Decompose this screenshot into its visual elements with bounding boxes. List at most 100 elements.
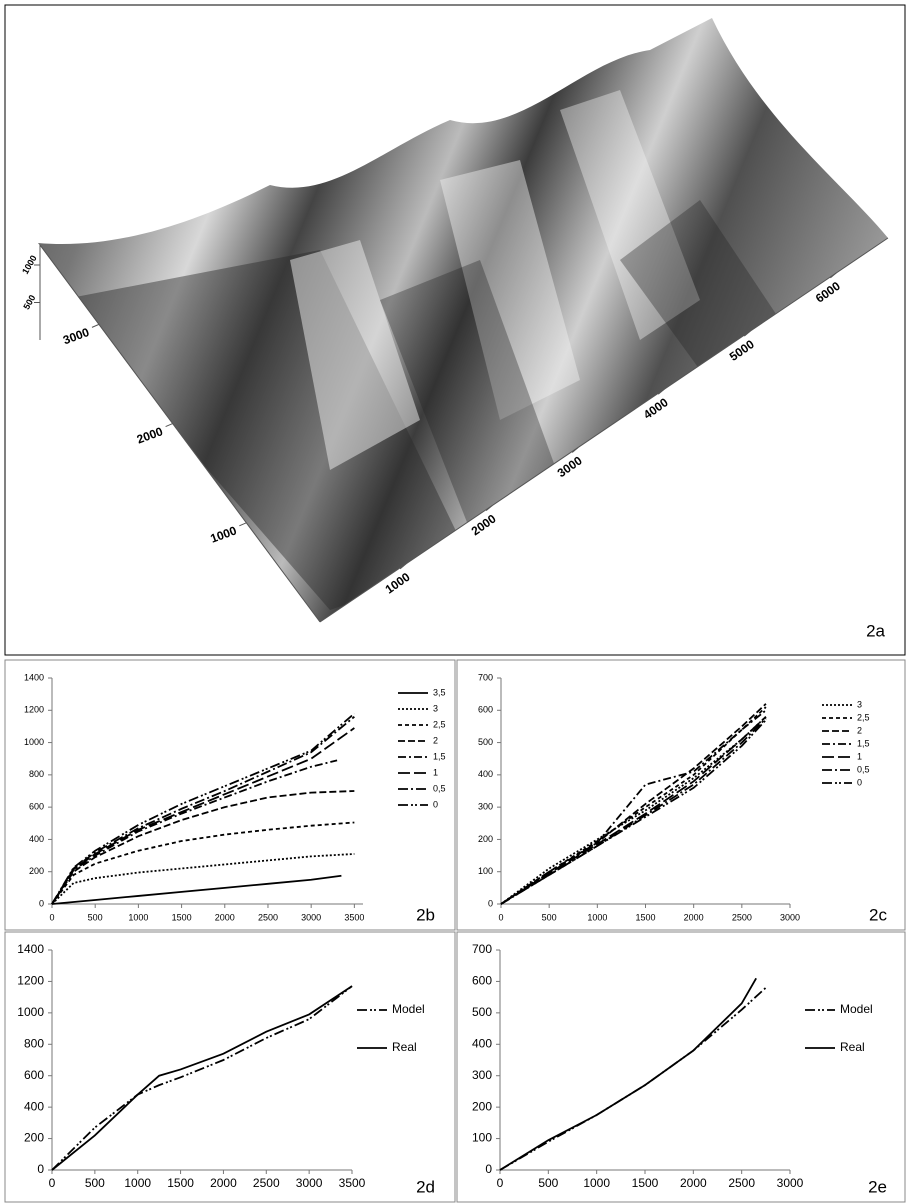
y-tick-label: 1000: [209, 523, 239, 545]
x-tick-label: 3000: [780, 912, 800, 922]
series-line: [52, 986, 352, 1170]
series-line: [52, 854, 354, 904]
y-tick-label: 600: [29, 802, 44, 812]
x-tick-label: 3500: [344, 912, 364, 922]
y-tick-label: 700: [478, 672, 493, 682]
y-tick-label: 1200: [24, 705, 44, 715]
legend-label: 0,5: [433, 783, 446, 793]
legend-label: 1: [433, 767, 438, 777]
series-line: [52, 760, 337, 904]
legend-label: 0: [857, 777, 862, 787]
series-line: [501, 720, 766, 904]
legend-label: 3: [857, 699, 862, 709]
panel-frame: [457, 932, 905, 1202]
panel-label: 2e: [868, 1177, 887, 1196]
legend-label: 1: [857, 751, 862, 761]
x-tick-label: 1500: [635, 912, 655, 922]
x-tick-label: 1000: [583, 1176, 610, 1190]
series-line: [52, 986, 352, 1170]
y-tick-label: 700: [472, 942, 492, 956]
y-tick: [92, 324, 99, 327]
legend-label: Model: [392, 1002, 425, 1016]
y-tick-label: 0: [488, 898, 493, 908]
x-tick-label: 2500: [258, 912, 278, 922]
series-line: [52, 876, 341, 904]
figure: 1000200030004000500060001000200030005001…: [0, 0, 907, 1204]
series-line: [52, 791, 354, 904]
y-tick-label: 300: [478, 802, 493, 812]
legend-label: Real: [392, 1040, 417, 1054]
y-tick-label: 600: [478, 705, 493, 715]
panel-frame: [5, 932, 455, 1202]
y-tick-label: 200: [478, 834, 493, 844]
y-tick-label: 1400: [17, 942, 44, 956]
y-tick-label: 1000: [17, 1005, 44, 1019]
y-tick-label: 1200: [17, 974, 44, 988]
y-tick-label: 400: [478, 769, 493, 779]
x-tick-label: 2000: [210, 1176, 237, 1190]
series-line: [52, 717, 354, 904]
x-tick-label: 500: [85, 1176, 105, 1190]
x-tick-label: 1000: [587, 912, 607, 922]
x-tick-label: 1500: [167, 1176, 194, 1190]
y-tick-label: 300: [472, 1068, 492, 1082]
legend-label: 1,5: [433, 751, 446, 761]
x-tick-label: 2000: [684, 912, 704, 922]
panel-label: 2c: [869, 905, 887, 924]
y-tick-label: 100: [472, 1131, 492, 1145]
surface: [0, 0, 907, 660]
x-tick-label: 3000: [296, 1176, 323, 1190]
x-tick-label: 2500: [253, 1176, 280, 1190]
y-tick: [239, 523, 246, 526]
x-tick-label: 500: [88, 912, 103, 922]
y-tick-label: 400: [29, 834, 44, 844]
legend-label: Model: [840, 1002, 873, 1016]
x-tick-label: 0: [49, 912, 54, 922]
legend-label: 0: [433, 799, 438, 809]
panel-label: 2a: [866, 621, 885, 640]
y-tick-label: 0: [37, 1162, 44, 1176]
y-tick-label: 1400: [24, 672, 44, 682]
x-tick-label: 1000: [128, 912, 148, 922]
y-tick-label: 600: [24, 1068, 44, 1082]
y-tick-label: 600: [472, 974, 492, 988]
legend-label: 2,5: [433, 719, 446, 729]
x-tick-label: 2000: [215, 912, 235, 922]
series-line: [501, 718, 766, 904]
series-line: [52, 714, 354, 904]
x-tick-label: 2000: [680, 1176, 707, 1190]
x-tick-label: 1500: [632, 1176, 659, 1190]
y-tick-label: 0: [39, 898, 44, 908]
x-tick-label: 0: [498, 912, 503, 922]
legend-label: 2: [433, 735, 438, 745]
x-tick-label: 1500: [172, 912, 192, 922]
x-tick-label: 0: [49, 1176, 56, 1190]
y-tick-label: 200: [29, 866, 44, 876]
legend-label: Real: [840, 1040, 865, 1054]
y-tick-label: 800: [29, 769, 44, 779]
y-tick-label: 1000: [24, 737, 44, 747]
legend-label: 3: [433, 703, 438, 713]
x-tick-label: 3000: [777, 1176, 804, 1190]
y-tick-label: 500: [472, 1005, 492, 1019]
z-tick-label: 500: [21, 293, 37, 311]
x-tick-label: 2500: [732, 912, 752, 922]
panel-label: 2d: [416, 1177, 435, 1196]
y-tick-label: 400: [472, 1036, 492, 1050]
x-tick-label: 3500: [339, 1176, 366, 1190]
x-tick-label: 500: [538, 1176, 558, 1190]
y-tick-label: 0: [485, 1162, 492, 1176]
legend-label: 3,5: [433, 687, 446, 697]
legend-label: 2: [857, 725, 862, 735]
y-tick: [166, 424, 173, 427]
y-tick-label: 3000: [61, 325, 91, 347]
x-tick-label: 3000: [301, 912, 321, 922]
y-tick-label: 100: [478, 866, 493, 876]
y-tick-label: 500: [478, 737, 493, 747]
y-tick-label: 200: [472, 1099, 492, 1113]
legend-label: 0,5: [857, 764, 870, 774]
y-tick-label: 800: [24, 1036, 44, 1050]
y-tick-label: 400: [24, 1099, 44, 1113]
legend-label: 2,5: [857, 712, 870, 722]
x-tick-label: 1000: [124, 1176, 151, 1190]
